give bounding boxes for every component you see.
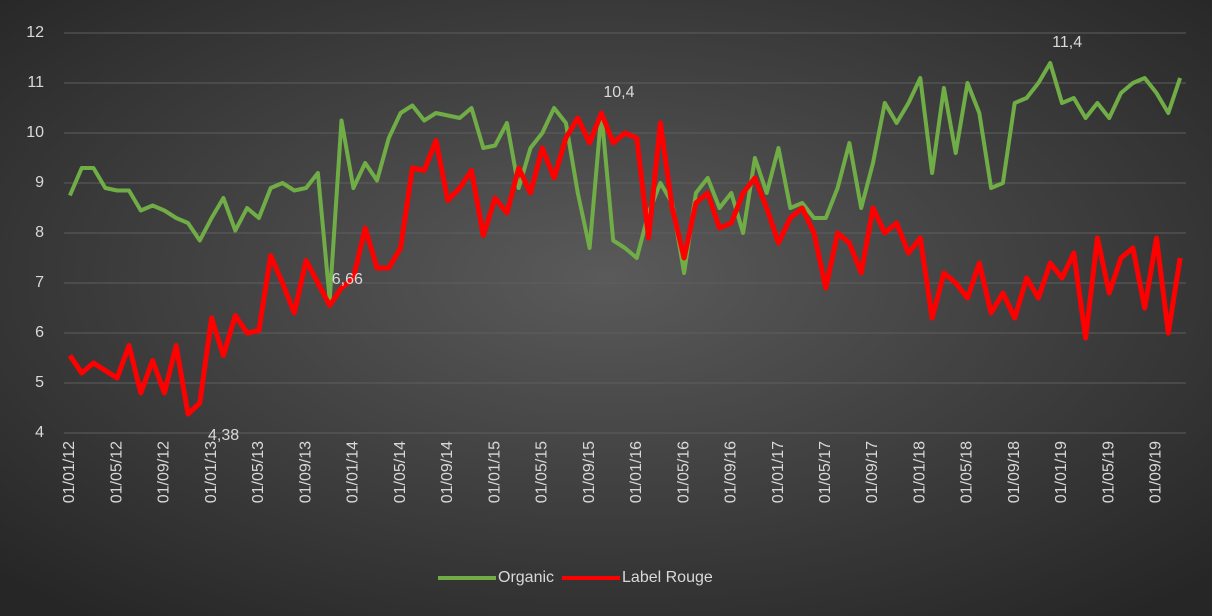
x-tick-label: 01/01/15: [486, 441, 503, 503]
x-tick-label: 01/05/15: [534, 441, 551, 503]
x-tick-label: 01/09/15: [581, 441, 598, 503]
data-label: 4,38: [208, 427, 239, 444]
x-tick-label: 01/01/19: [1053, 441, 1070, 503]
x-tick-label: 01/05/19: [1100, 441, 1117, 503]
y-tick-label: 4: [35, 424, 44, 441]
x-tick-label: 01/01/16: [628, 441, 645, 503]
y-tick-label: 11: [27, 74, 44, 91]
data-label: 6,66: [332, 271, 363, 288]
legend-label: Label Rouge: [622, 569, 713, 586]
data-label: 11,4: [1052, 34, 1082, 51]
legend-label: Organic: [498, 569, 554, 586]
x-tick-label: 01/09/14: [439, 441, 456, 503]
x-tick-label: 01/05/13: [250, 441, 267, 503]
x-tick-label: 01/09/13: [297, 441, 314, 503]
legend: Organic Label Rouge: [438, 569, 713, 586]
y-tick-label: 9: [35, 174, 44, 191]
series-line: [67, 110, 1183, 417]
series-line: [68, 61, 1182, 302]
x-tick-label: 01/01/13: [203, 441, 220, 503]
x-tick-label: 01/09/18: [1006, 441, 1023, 503]
y-tick-label: 10: [26, 124, 44, 141]
x-tick-label: 01/01/12: [61, 441, 78, 503]
x-tick-label: 01/09/19: [1148, 441, 1165, 503]
x-tick-label: 01/05/17: [817, 441, 834, 503]
y-tick-label: 12: [26, 24, 44, 41]
x-tick-label: 01/01/14: [345, 441, 362, 503]
x-tick-label: 01/05/16: [675, 441, 692, 503]
x-tick-label: 01/09/16: [723, 441, 740, 503]
x-tick-label: 01/09/17: [864, 441, 881, 503]
y-tick-label: 6: [35, 324, 44, 341]
y-tick-label: 8: [35, 224, 44, 241]
x-tick-label: 01/05/14: [392, 441, 409, 503]
x-tick-label: 01/05/12: [108, 441, 125, 503]
x-tick-label: 01/01/17: [770, 441, 787, 503]
y-tick-label: 5: [35, 374, 44, 391]
y-tick-label: 7: [35, 274, 44, 291]
data-label: 10,4: [603, 84, 634, 101]
x-tick-label: 01/01/18: [911, 441, 928, 503]
x-tick-label: 01/09/12: [156, 441, 173, 503]
x-tick-label: 01/05/18: [959, 441, 976, 503]
